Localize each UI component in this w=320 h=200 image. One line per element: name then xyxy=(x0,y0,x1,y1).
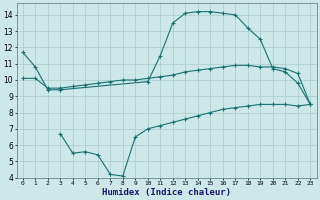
X-axis label: Humidex (Indice chaleur): Humidex (Indice chaleur) xyxy=(102,188,231,197)
